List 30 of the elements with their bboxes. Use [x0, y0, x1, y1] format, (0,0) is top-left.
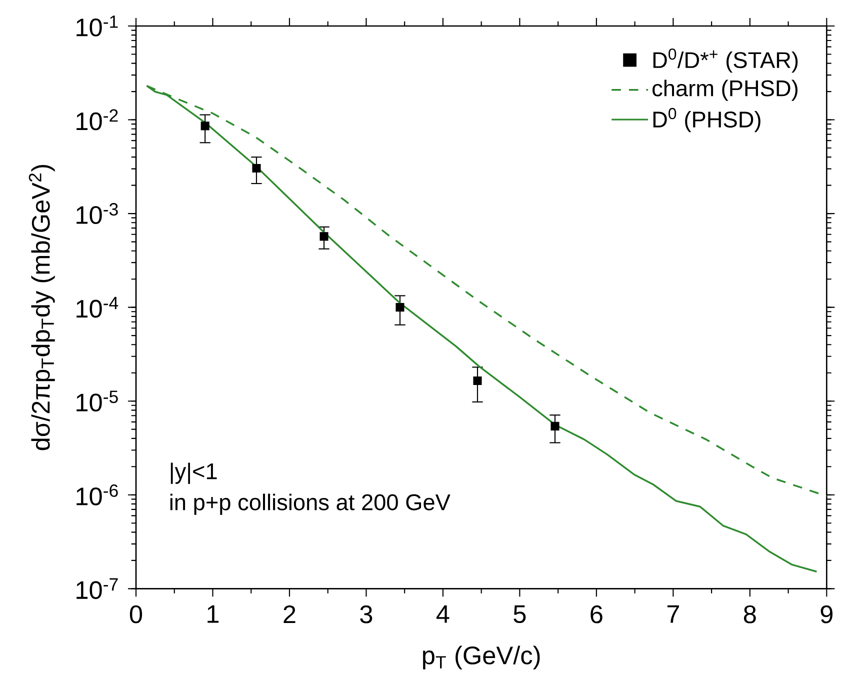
- x-tick-label: 5: [514, 605, 526, 624]
- y-tick-label: 10$^{-2}$: [76, 109, 118, 130]
- x-tick-label: 6: [590, 605, 602, 624]
- y-tick-label: 10$^{-5}$: [76, 390, 118, 412]
- y-tick-label: 10$^{-1}$: [76, 16, 118, 36]
- x-tick-label: 2: [284, 605, 296, 624]
- annotation: |y|<1: [170, 462, 217, 484]
- point: [200, 122, 210, 130]
- y-tick-label: 10$^{-3}$: [76, 203, 118, 224]
- x-tick-label: 8: [744, 605, 756, 624]
- y-axis-title: dσ/2πp$_{T}$dp$_{T}$dy (mb/GeV$^{2}$): [28, 165, 55, 450]
- y-tick-label: 10$^{-4}$: [76, 296, 118, 318]
- annotation: in p+p collisions at 200 GeV: [170, 494, 450, 515]
- point: [320, 232, 328, 241]
- point: [550, 422, 560, 430]
- x-tick-label: 1: [208, 605, 219, 623]
- x-tick-label: 7: [667, 605, 679, 623]
- x-tick-label: 3: [360, 605, 372, 624]
- point: [396, 303, 404, 312]
- y-tick-label: 10$^{-6}$: [76, 484, 118, 506]
- x-tick-label: 4: [436, 605, 450, 623]
- point: [252, 164, 261, 173]
- x-tick-label: 9: [820, 605, 832, 624]
- x-axis-title: p$_{T}$ (GeV/c): [423, 646, 540, 670]
- point: [473, 376, 482, 385]
- legend-label: D$^{0}$/D*$^{+}$ (STAR): [653, 48, 798, 73]
- legend-label: charm (PHSD): [652, 80, 798, 101]
- y-tick-label: 10$^{-7}$: [76, 578, 118, 600]
- x-tick-label: 0: [130, 605, 142, 624]
- legend-label: D$^{0}$ (PHSD): [653, 108, 760, 132]
